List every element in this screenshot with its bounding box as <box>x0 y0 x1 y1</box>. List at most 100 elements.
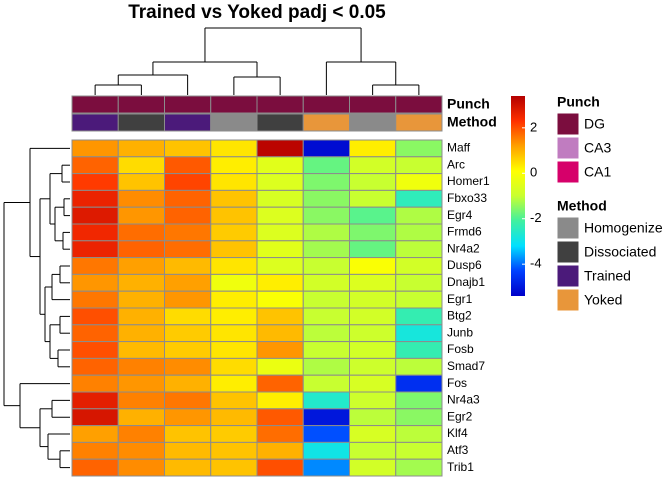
row-label: Klf4 <box>447 426 468 440</box>
heatmap-cell <box>210 189 258 208</box>
heatmap-cell <box>302 441 350 460</box>
heatmap-cell <box>395 324 443 343</box>
annotation-cell <box>395 113 443 132</box>
heatmap-cell <box>395 441 443 460</box>
heatmap-cell <box>117 156 165 175</box>
heatmap-cell <box>302 374 350 393</box>
heatmap-cell <box>302 290 350 309</box>
legend-label: CA1 <box>584 164 611 180</box>
heatmap-cell <box>164 357 212 376</box>
heatmap-cell <box>164 441 212 460</box>
annotation-cell <box>210 95 258 114</box>
heatmap-cell <box>395 206 443 225</box>
heatmap-cell <box>302 189 350 208</box>
heatmap-cell <box>256 240 304 259</box>
heatmap-cell <box>210 156 258 175</box>
heatmap-cell <box>349 189 397 208</box>
heatmap-cell <box>395 374 443 393</box>
heatmap-cell <box>117 257 165 275</box>
heatmap-cell <box>349 206 397 225</box>
heatmap-cell <box>349 290 397 309</box>
row-label: Arc <box>447 157 465 171</box>
annotation-cell <box>164 95 212 114</box>
heatmap-cell <box>395 357 443 376</box>
row-label: Maff <box>447 141 471 155</box>
heatmap-cell <box>164 156 212 175</box>
annotation-cell <box>71 113 119 132</box>
heatmap-cell <box>256 307 304 326</box>
heatmap-cell <box>256 458 304 477</box>
heatmap-cell <box>71 156 119 175</box>
annotation-cell <box>256 113 304 132</box>
heatmap-cell <box>256 341 304 359</box>
heatmap-cell <box>71 273 119 292</box>
heatmap-cell <box>164 324 212 343</box>
heatmap-cell <box>302 357 350 376</box>
legend-swatch <box>556 240 580 264</box>
heatmap-cell <box>71 441 119 460</box>
heatmap-cell <box>349 374 397 393</box>
heatmap-cell <box>117 273 165 292</box>
heatmap-cell <box>210 324 258 343</box>
heatmap-cell <box>164 290 212 309</box>
legend-title: Method <box>557 198 607 214</box>
heatmap-cell <box>71 290 119 309</box>
heatmap-cell <box>349 341 397 359</box>
legend-label: CA3 <box>584 140 611 156</box>
heatmap-cell <box>256 223 304 242</box>
heatmap-cell <box>256 441 304 460</box>
annotation-cell <box>117 95 165 114</box>
heatmap-cell <box>210 341 258 359</box>
heatmap-cell <box>164 206 212 225</box>
row-label: Dnajb1 <box>447 275 485 289</box>
heatmap-cell <box>117 458 165 477</box>
heatmap-cell <box>256 324 304 343</box>
heatmap-cell <box>349 391 397 410</box>
row-label: Smad7 <box>447 359 485 373</box>
heatmap-cell <box>210 391 258 410</box>
row-label: Egr4 <box>447 208 473 222</box>
heatmap-cell <box>302 391 350 410</box>
heatmap-cell <box>256 173 304 191</box>
heatmap-cell <box>302 206 350 225</box>
heatmap-cell <box>71 257 119 275</box>
heatmap-cell <box>302 223 350 242</box>
row-label: Junb <box>447 325 473 339</box>
heatmap-cell <box>256 408 304 427</box>
heatmap-cell <box>395 257 443 275</box>
heatmap-cell <box>117 290 165 309</box>
heatmap-cell <box>117 408 165 427</box>
heatmap-cell <box>395 173 443 191</box>
heatmap-cell <box>395 156 443 175</box>
heatmap-cell <box>210 273 258 292</box>
annotation-cell <box>256 95 304 114</box>
heatmap-cell <box>256 374 304 393</box>
heatmap-cell <box>210 240 258 259</box>
heatmap-cell <box>349 408 397 427</box>
heatmap-cell <box>256 290 304 309</box>
chart-title: Trained vs Yoked padj < 0.05 <box>128 2 386 23</box>
row-label: Nr4a2 <box>447 241 480 255</box>
legend-label: Trained <box>584 268 631 284</box>
row-label: Atf3 <box>447 443 469 457</box>
heatmap-cell <box>302 139 350 158</box>
heatmap-cell <box>349 139 397 158</box>
dendrograms <box>3 27 420 469</box>
heatmap-cell <box>117 240 165 259</box>
annotation-cell <box>164 113 212 132</box>
row-label: Dusp6 <box>447 258 482 272</box>
heatmap-cell <box>302 273 350 292</box>
legend-swatch <box>556 136 580 160</box>
heatmap-cell <box>71 374 119 393</box>
heatmap-cell <box>71 341 119 359</box>
heatmap-cell <box>256 357 304 376</box>
heatmap-cell <box>117 425 165 443</box>
heatmap-cell <box>256 273 304 292</box>
heatmap-cell <box>71 139 119 158</box>
heatmap-cell <box>164 139 212 158</box>
heatmap-cell <box>349 273 397 292</box>
heatmap-cell <box>395 341 443 359</box>
heatmap-cell <box>302 408 350 427</box>
heatmap-cell <box>349 425 397 443</box>
heatmap-cell <box>117 324 165 343</box>
